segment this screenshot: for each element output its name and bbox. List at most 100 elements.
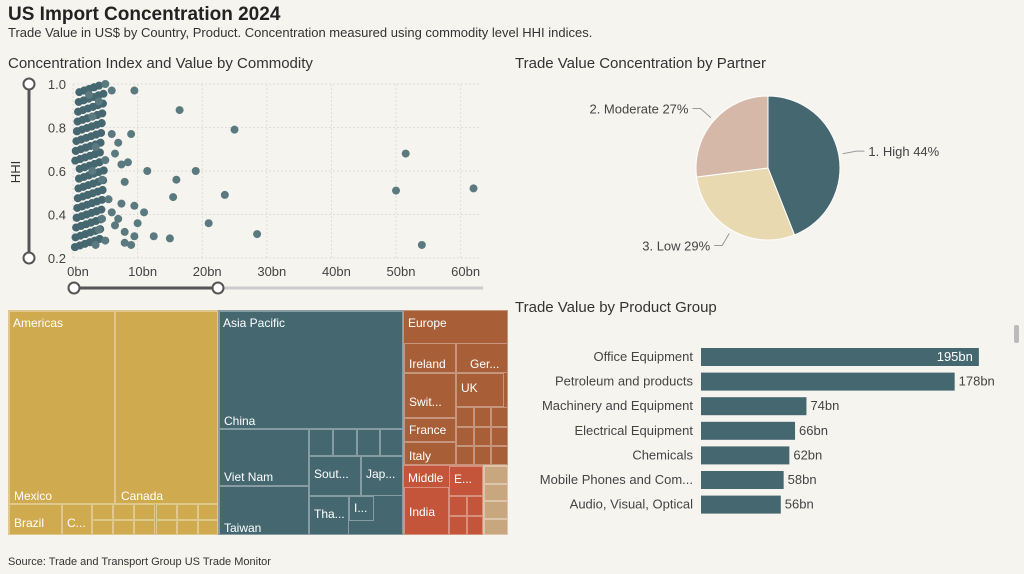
treemap-cell[interactable] — [456, 446, 474, 464]
bar[interactable] — [701, 446, 790, 465]
x-range-slider-handle-left[interactable] — [67, 281, 81, 295]
treemap-cell[interactable] — [466, 516, 482, 534]
treemap-cell[interactable]: C... — [62, 504, 92, 534]
treemap-cell[interactable] — [92, 520, 114, 534]
treemap-group-label: Americas — [13, 316, 64, 330]
treemap-cell[interactable] — [176, 520, 198, 534]
treemap-cell[interactable] — [491, 407, 507, 427]
treemap-cell[interactable] — [197, 520, 217, 534]
scatter-point — [253, 230, 262, 239]
treemap-group[interactable] — [483, 465, 508, 535]
treemap-cell[interactable] — [113, 520, 135, 534]
treemap-cell[interactable] — [449, 516, 467, 534]
treemap-cell[interactable] — [134, 504, 156, 520]
treemap-cell[interactable] — [491, 446, 507, 464]
treemap-group[interactable]: Middle India E... — [403, 465, 483, 535]
treemap-cell[interactable]: Sout... — [309, 456, 361, 496]
bar[interactable] — [701, 421, 796, 440]
bar[interactable] — [701, 372, 955, 391]
treemap-cell-label: Ger... — [470, 357, 500, 371]
treemap-cell[interactable] — [134, 520, 156, 534]
treemap-cell[interactable] — [155, 504, 177, 520]
scatter-point — [123, 158, 132, 167]
x-range-slider-handle-right[interactable] — [211, 281, 225, 295]
scatter-point — [98, 186, 107, 195]
treemap-cell[interactable]: Taiwan — [219, 486, 309, 534]
treemap-cell-label: Tha... — [314, 507, 345, 521]
scatter-point — [70, 243, 79, 252]
scatter-point — [94, 97, 103, 106]
treemap-cell[interactable] — [473, 407, 492, 427]
treemap-cell[interactable] — [484, 483, 507, 501]
treemap-cell[interactable] — [155, 520, 177, 534]
treemap-cell[interactable]: I... — [349, 496, 374, 521]
treemap-cell[interactable] — [92, 504, 114, 520]
treemap-cell[interactable] — [356, 429, 381, 456]
treemap-cell[interactable] — [466, 496, 482, 516]
treemap-cell[interactable] — [484, 518, 507, 534]
scatter-point — [73, 194, 82, 203]
bar-chart[interactable]: Office Equipment 195bn Petroleum and produ… — [515, 318, 1024, 548]
scatter-point — [107, 130, 116, 139]
scatter-point — [110, 149, 119, 158]
y-range-slider-handle-bottom[interactable] — [22, 251, 36, 265]
treemap-cell[interactable]: India — [404, 487, 449, 534]
treemap-cell[interactable] — [456, 426, 474, 447]
page-title: US Import Concentration 2024 — [8, 4, 281, 25]
scatter-point — [130, 201, 139, 210]
treemap-cell[interactable] — [197, 504, 217, 520]
treemap-cell[interactable]: Canada — [115, 311, 217, 504]
treemap-cell[interactable]: Italy — [404, 442, 456, 464]
treemap-cell[interactable] — [484, 501, 507, 519]
pie-leader-line — [714, 233, 730, 246]
pie-slices — [695, 95, 841, 241]
scatter-point — [101, 80, 110, 88]
treemap-group[interactable]: Europe Ireland Ger... Swit... UK France Italy — [403, 310, 508, 465]
treemap-cell[interactable] — [449, 496, 467, 516]
treemap-cell[interactable]: Swit... — [404, 373, 456, 418]
treemap-cell[interactable] — [473, 426, 492, 447]
scatter-chart[interactable]: 0.2 0.4 0.6 0.8 1.0 0bn 10bn 20bn 30bn 40bn 50bn 6… — [0, 72, 500, 302]
bar[interactable] — [701, 348, 979, 366]
treemap-cell[interactable] — [473, 446, 492, 464]
treemap-cell[interactable]: UK — [456, 373, 504, 407]
treemap-group[interactable]: Asia Pacific China Viet Nam Taiwan Sout... Ja… — [218, 310, 403, 535]
treemap-cell[interactable]: Ireland — [404, 343, 456, 373]
bar[interactable] — [701, 471, 784, 489]
bar[interactable] — [701, 397, 807, 416]
treemap-cell[interactable]: Jap... — [361, 456, 402, 496]
scatter-point — [392, 186, 401, 195]
treemap-group[interactable]: Americas Mexico Canada Brazil C... — [8, 310, 218, 535]
treemap-cell[interactable] — [309, 429, 333, 456]
treemap-cell[interactable]: Mexico — [9, 311, 115, 504]
treemap-cell[interactable] — [491, 426, 507, 447]
y-range-slider-handle-top[interactable] — [22, 77, 36, 91]
bar[interactable] — [701, 495, 781, 514]
treemap-cell[interactable] — [456, 407, 474, 427]
scatter-point — [169, 193, 178, 202]
treemap-cell[interactable] — [380, 429, 402, 456]
treemap-cell[interactable]: E... — [449, 466, 482, 496]
scatter-point — [99, 166, 108, 175]
bar-value-label: 56bn — [785, 497, 814, 512]
treemap-cell[interactable]: Ger... — [456, 343, 507, 373]
treemap-cell[interactable]: France — [404, 418, 456, 442]
treemap-cell-label: Viet Nam — [224, 470, 274, 484]
scatter-point — [81, 230, 90, 239]
treemap-cell[interactable] — [484, 466, 507, 484]
scatter-point — [90, 83, 99, 92]
scatter-point — [71, 146, 80, 155]
scrollbar-thumb[interactable] — [1014, 325, 1019, 343]
treemap-cell[interactable]: China — [219, 311, 402, 429]
treemap-cell[interactable] — [113, 504, 135, 520]
treemap-group-label: Europe — [408, 316, 447, 330]
treemap-cell[interactable] — [332, 429, 357, 456]
treemap-cell[interactable] — [176, 504, 198, 520]
treemap-cell[interactable]: Brazil — [9, 504, 62, 534]
treemap-chart[interactable]: Americas Mexico Canada Brazil C... Asia Pacif… — [8, 310, 508, 535]
treemap-cell-label: Jap... — [366, 467, 396, 481]
treemap-cell[interactable]: Tha... — [309, 496, 349, 534]
scatter-point — [120, 238, 129, 247]
pie-chart[interactable]: 1. High 44% 3. Low 29% 2. Moderate 27% — [515, 72, 1015, 292]
treemap-cell[interactable]: Viet Nam — [219, 429, 309, 486]
